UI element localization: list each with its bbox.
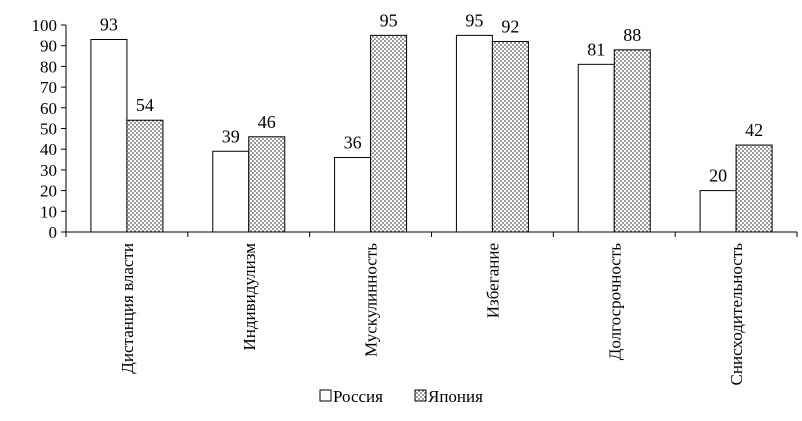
legend-label: Япония: [428, 387, 483, 406]
category-labels: Дистанция власти Индивидулизм Мускулинност…: [118, 243, 746, 386]
bar-russia: [90, 38, 128, 233]
bar-russia: [334, 156, 372, 233]
y-tick-label: 50: [40, 120, 57, 139]
data-label: 46: [258, 112, 276, 132]
y-tick-label: 0: [49, 223, 58, 242]
category-label: Избегание: [483, 243, 502, 318]
legend-swatch: [414, 389, 427, 402]
bar-japan: [491, 41, 529, 233]
data-label: 81: [587, 39, 605, 59]
y-tick-label: 80: [40, 57, 57, 76]
bar-russia: [577, 63, 615, 233]
category-label: Дистанция власти: [118, 243, 137, 374]
data-label: 20: [709, 166, 727, 186]
y-tick-label: 70: [40, 78, 57, 97]
bars: [90, 34, 773, 233]
category-label: Снисходительность: [727, 243, 746, 386]
legend-swatch: [319, 389, 332, 402]
data-label: 92: [501, 17, 519, 37]
y-tick-label: 20: [40, 182, 57, 201]
bar-russia: [455, 34, 493, 233]
y-tick-label: 60: [40, 99, 57, 118]
y-tick-label: 10: [40, 202, 57, 221]
bar-russia: [212, 150, 250, 233]
data-label: 36: [344, 132, 362, 152]
bar-japan: [735, 144, 773, 233]
data-label: 39: [222, 126, 240, 146]
category-label: Мускулинность: [362, 243, 381, 357]
data-label: 93: [100, 14, 118, 34]
data-label: 95: [380, 10, 398, 30]
bar-japan: [248, 136, 286, 233]
data-label: 42: [745, 120, 763, 140]
data-labels: 93 54 39 46 36 95 95 92 81 88 20 42: [100, 10, 763, 185]
data-label: 88: [623, 25, 641, 45]
category-label: Индивидулизм: [240, 243, 259, 351]
y-tick-label: 90: [40, 37, 57, 56]
bar-japan: [370, 34, 408, 233]
data-label: 54: [136, 95, 154, 115]
y-tick-label: 30: [40, 161, 57, 180]
category-label: Долгосрочность: [605, 243, 624, 360]
data-label: 95: [465, 10, 483, 30]
legend: Россия Япония: [319, 387, 483, 406]
y-tick-label: 100: [32, 16, 58, 35]
y-tick-label: 40: [40, 140, 57, 159]
bar-russia: [699, 190, 737, 233]
bar-japan: [126, 119, 164, 233]
legend-label: Россия: [333, 387, 383, 406]
bar-japan: [613, 49, 651, 233]
